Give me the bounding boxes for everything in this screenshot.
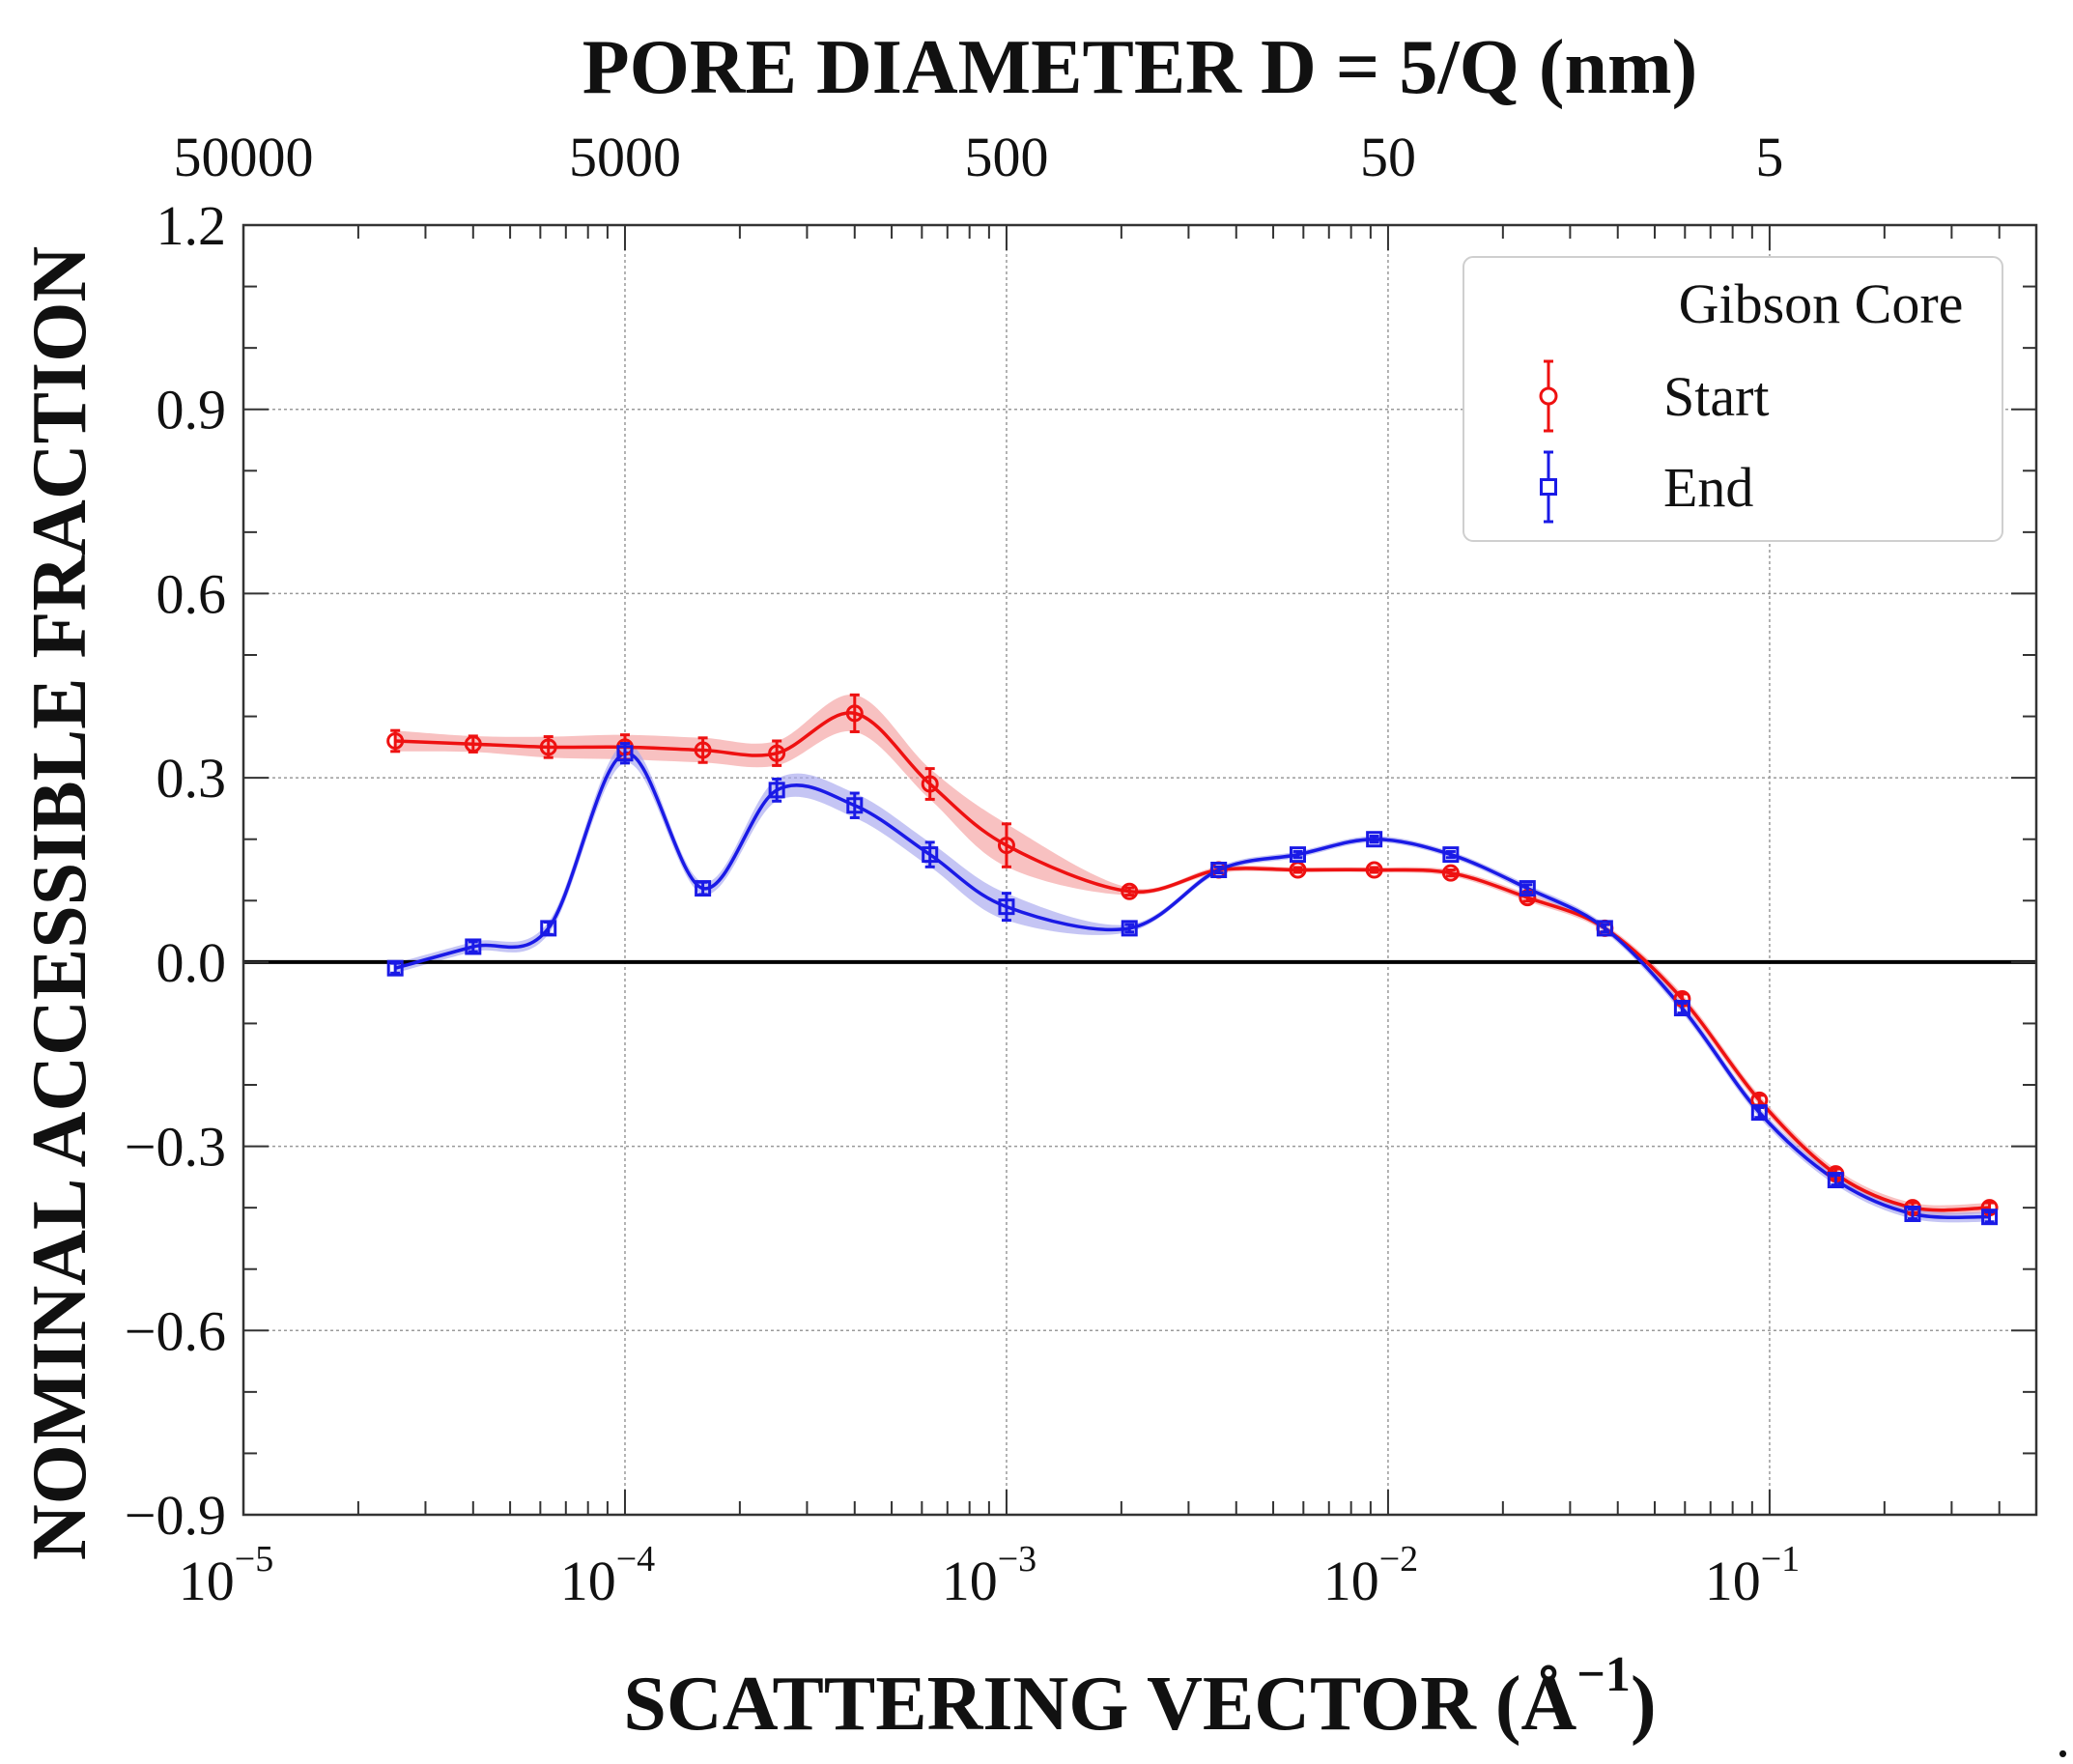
minor-ticks — [242, 224, 2037, 1516]
top-tick-label: 5000 — [569, 126, 681, 188]
data-point — [616, 745, 634, 762]
data-point — [846, 797, 864, 814]
data-point — [1904, 1206, 1921, 1222]
markers-end — [386, 742, 1999, 1226]
x-tick-label: 10−5 — [179, 1539, 273, 1612]
data-point — [1442, 846, 1460, 864]
x-tick-label: 10−4 — [560, 1539, 655, 1612]
y-tick-label: −0.6 — [125, 1299, 226, 1362]
data-point — [922, 846, 939, 864]
top-tick-label: 50000 — [174, 126, 314, 188]
top-tick-labels: 50000 5000 500 50 5 — [174, 126, 1784, 188]
data-point — [1121, 882, 1139, 900]
top-tick-label: 5 — [1755, 126, 1783, 188]
data-point — [997, 837, 1015, 855]
x-tick-label: 10−1 — [1705, 1539, 1800, 1612]
legend-box — [1462, 256, 2003, 542]
data-point — [1519, 880, 1536, 897]
data-point — [1441, 864, 1460, 882]
data-point — [464, 735, 482, 754]
data-point — [539, 738, 557, 756]
data-point — [1366, 831, 1383, 848]
legend-title: Gibson Core — [1679, 272, 1964, 335]
legend-label-start: Start — [1663, 365, 1770, 428]
data-point — [845, 704, 864, 723]
y-tick-label: 0.6 — [156, 562, 227, 625]
y-tick-label: −0.3 — [125, 1116, 226, 1179]
data-point — [386, 732, 405, 750]
legend-marker — [1539, 386, 1558, 406]
data-point — [465, 938, 482, 955]
y-tick-labels: 1.2 0.9 0.6 0.3 0.0 −0.3 −0.6 −0.9 — [125, 194, 226, 1547]
legend-marker — [1540, 478, 1557, 496]
data-point — [1289, 846, 1306, 864]
y-tick-label: −0.9 — [125, 1484, 226, 1547]
top-axis-title: PORE DIAMETER D = 5/Q (nm) — [582, 25, 1698, 110]
y-axis-title: NOMINAL ACCESSIBLE FRACTION — [17, 246, 102, 1560]
x-tick-label: 10−2 — [1323, 1539, 1418, 1612]
x-axis-title: SCATTERING VECTOR (Å−1) — [623, 1647, 1656, 1747]
data-point — [1981, 1209, 1999, 1226]
data-point — [921, 775, 939, 793]
data-point — [1827, 1172, 1844, 1189]
y-tick-label: 1.2 — [156, 194, 227, 257]
series-markers — [386, 693, 1999, 1226]
data-point — [695, 880, 712, 897]
data-point — [1596, 920, 1613, 937]
data-point — [1750, 1104, 1768, 1122]
plot-frame — [241, 223, 2038, 1517]
x-tick-labels: 10−5 10−4 10−3 10−2 10−1 — [179, 1539, 1800, 1612]
legend: Gibson Core Start End — [1462, 256, 2003, 542]
data-point — [768, 782, 785, 799]
data-point — [1210, 862, 1228, 878]
legend-label-end: End — [1663, 456, 1753, 519]
data-point — [998, 898, 1015, 916]
x-tick-label: 10−3 — [942, 1539, 1036, 1612]
y-tick-label: 0.0 — [156, 931, 227, 994]
data-point — [386, 959, 404, 977]
data-point — [1365, 861, 1383, 879]
data-point — [768, 744, 786, 762]
data-point — [1673, 1000, 1690, 1017]
data-point — [1121, 920, 1138, 937]
data-point — [540, 920, 557, 937]
y-tick-label: 0.9 — [156, 379, 227, 441]
top-tick-label: 50 — [1360, 126, 1416, 188]
y-tick-label: 0.3 — [156, 747, 227, 810]
top-tick-label: 500 — [964, 126, 1048, 188]
data-point — [694, 741, 712, 759]
footnote: . — [2056, 1705, 2070, 1764]
